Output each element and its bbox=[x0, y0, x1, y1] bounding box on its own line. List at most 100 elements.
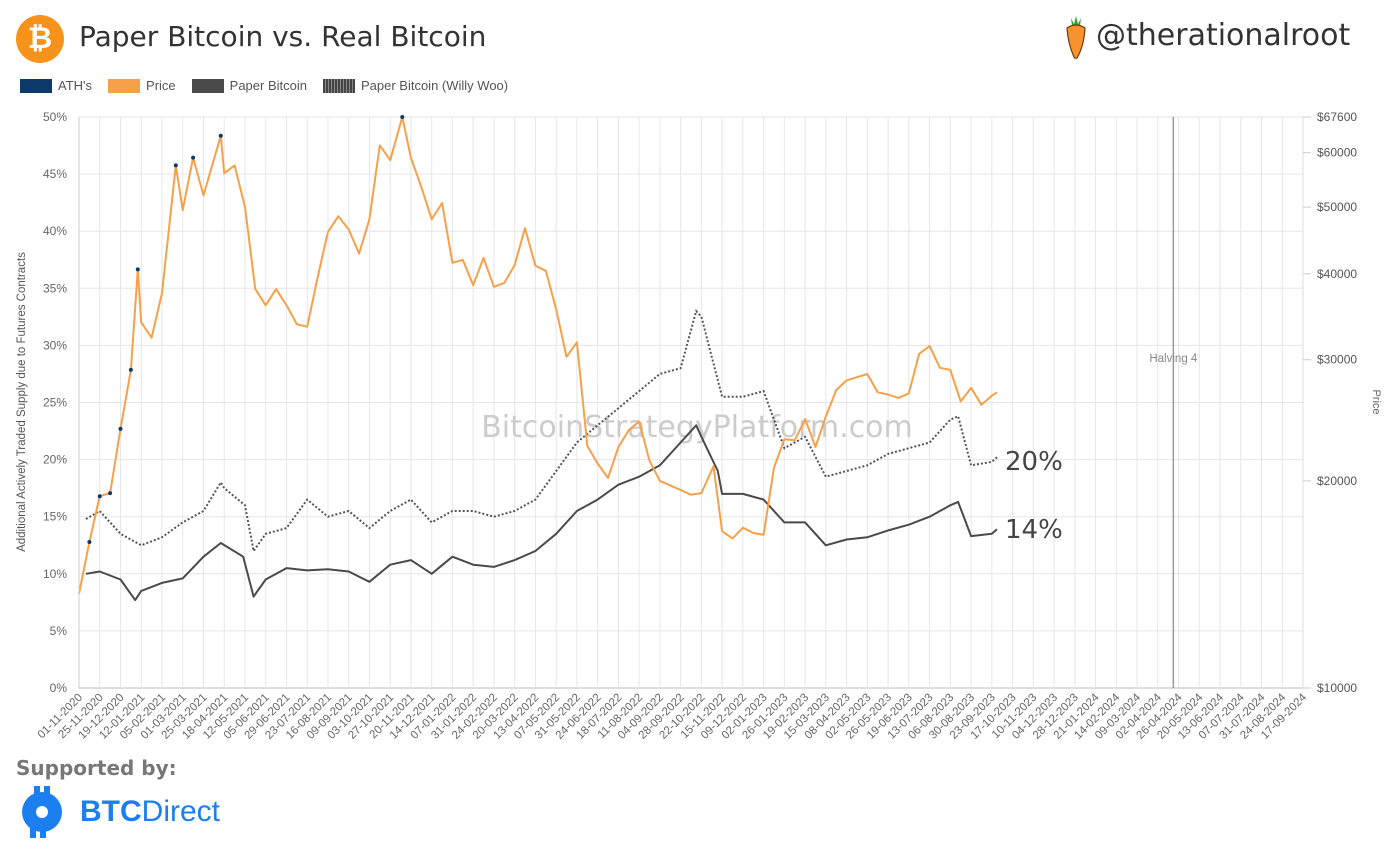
ath-marker bbox=[128, 367, 133, 372]
x-tick-label: 26-04-2024 bbox=[1135, 691, 1186, 742]
legend-item-price[interactable]: Price bbox=[108, 78, 176, 93]
x-tick-label: 04-09-2022 bbox=[616, 692, 666, 742]
y-tick-label: 5% bbox=[50, 624, 68, 638]
x-tick-label: 27-10-2021 bbox=[346, 692, 396, 742]
series-group bbox=[78, 115, 998, 602]
x-tick-label: 17-10-2023 bbox=[969, 692, 1019, 742]
y2-tick-label: $10000 bbox=[1317, 681, 1357, 695]
series-line-paper-bitcoin bbox=[85, 424, 998, 602]
legend-swatch bbox=[322, 78, 355, 93]
legend-label: Paper Bitcoin bbox=[229, 78, 307, 93]
annotation-woo-value: 20% bbox=[1005, 447, 1063, 477]
x-tick-label: 10-11-2023 bbox=[990, 692, 1039, 741]
y2-tick-label: $60000 bbox=[1317, 146, 1357, 160]
y2-tick-label: $40000 bbox=[1317, 267, 1357, 281]
annotation-paper-value: 14% bbox=[1005, 515, 1063, 545]
series-line-price bbox=[78, 116, 998, 595]
sponsor-name: Direct bbox=[141, 795, 220, 828]
ath-marker bbox=[191, 155, 196, 160]
grid bbox=[78, 116, 1304, 689]
sponsor-logo: BTCDirect bbox=[20, 786, 220, 838]
y2-tick-label: $67600 bbox=[1317, 110, 1357, 124]
x-tick-label: 23-09-2023 bbox=[948, 692, 998, 742]
x-tick-label: 31-01-2022 bbox=[429, 692, 479, 742]
y-tick-label: 35% bbox=[43, 281, 67, 295]
y-tick-label: 45% bbox=[43, 167, 67, 181]
bitcoin-logo-icon: ₿ bbox=[16, 15, 64, 63]
x-tick-label: 29-06-2021 bbox=[242, 692, 292, 742]
x-tick-label: 22-10-2022 bbox=[657, 692, 707, 742]
x-tick-label: 15-03-2023 bbox=[782, 692, 832, 742]
legend-item-paper-bitcoin[interactable]: Paper Bitcoin bbox=[191, 78, 307, 93]
x-tick-label: 20-11-2021 bbox=[368, 692, 417, 741]
x-tick-label: 20-05-2024 bbox=[1155, 691, 1206, 742]
ath-marker bbox=[97, 494, 102, 499]
x-tick-label: 15-11-2022 bbox=[679, 692, 728, 741]
x-tick-label: 21-01-2024 bbox=[1052, 691, 1103, 742]
x-tick-label: 26-01-2023 bbox=[740, 692, 790, 742]
x-tick-label: 18-04-2021 bbox=[180, 692, 230, 742]
x-tick-label: 12-01-2021 bbox=[97, 692, 147, 742]
legend-item-ath[interactable]: ATH's bbox=[20, 78, 92, 93]
x-tick-label: 20-03-2022 bbox=[471, 692, 521, 742]
x-tick-label: 02-04-2024 bbox=[1114, 691, 1165, 742]
x-tick-label: 14-02-2024 bbox=[1072, 691, 1123, 742]
x-tick-label: 24-08-2024 bbox=[1238, 691, 1289, 742]
legend-swatch bbox=[20, 78, 52, 93]
axes: 0% 5% 10% 15% 20% 25% 30% 35% 40% 45% 50% 01-11-202… bbox=[36, 110, 1358, 742]
x-tick-label: 07-01-2022 bbox=[408, 692, 458, 742]
x-tick-label: 19-02-2023 bbox=[761, 692, 811, 742]
y2-tick-label: $50000 bbox=[1317, 200, 1357, 214]
x-tick-label: 06-08-2023 bbox=[906, 692, 956, 742]
author-handle: @therationalroot bbox=[1096, 18, 1351, 53]
x-tick-label: 09-09-2021 bbox=[305, 692, 355, 742]
x-tick-label: 23-07-2021 bbox=[263, 692, 313, 742]
x-tick-label: 09-03-2024 bbox=[1093, 691, 1144, 742]
chart-legend: ATH's Price Paper Bitcoin Paper Bitcoin … bbox=[20, 78, 514, 93]
y-tick-label: 50% bbox=[43, 110, 67, 124]
halving-label: Halving 4 bbox=[1149, 353, 1198, 365]
series-line-paper-bitcoin-willy-woo bbox=[85, 309, 998, 554]
x-tick-label: 02-05-2023 bbox=[823, 692, 873, 742]
ath-marker bbox=[135, 267, 140, 272]
x-tick-label: 01-11-2020 bbox=[36, 692, 85, 741]
legend-swatch bbox=[191, 78, 224, 93]
ath-marker bbox=[108, 491, 113, 496]
legend-item-paper-bitcoin-willy-woo[interactable]: Paper Bitcoin (Willy Woo) bbox=[322, 78, 508, 93]
x-tick-label: 26-05-2023 bbox=[844, 692, 894, 742]
y2-tick-label: $30000 bbox=[1317, 353, 1357, 367]
legend-label: ATH's bbox=[58, 78, 93, 93]
ath-marker bbox=[118, 426, 123, 431]
legend-swatch bbox=[108, 78, 141, 93]
x-tick-label: 25-03-2021 bbox=[160, 692, 210, 742]
ath-marker bbox=[173, 163, 178, 168]
y-tick-label: 15% bbox=[43, 510, 67, 524]
x-tick-label: 03-10-2021 bbox=[325, 692, 375, 742]
x-tick-label: 19-12-2020 bbox=[77, 692, 127, 742]
y-tick-label: 40% bbox=[43, 224, 67, 238]
x-tick-label: 07-05-2022 bbox=[512, 692, 562, 742]
x-tick-label: 05-06-2021 bbox=[222, 692, 272, 742]
watermark: BitcoinStrategyPlatform.com bbox=[481, 410, 913, 445]
ath-marker bbox=[400, 115, 405, 119]
x-tick-label: 24-02-2022 bbox=[450, 692, 500, 742]
btc-direct-icon bbox=[22, 786, 62, 838]
y-tick-label: 10% bbox=[43, 567, 67, 581]
supported-by-label: Supported by: bbox=[16, 756, 177, 780]
y-tick-label: 0% bbox=[50, 681, 68, 695]
x-tick-label: 02-01-2023 bbox=[720, 692, 770, 742]
y-axis-label: Additional Actively Traded Supply due to… bbox=[16, 252, 28, 552]
x-tick-label: 28-09-2022 bbox=[637, 692, 687, 742]
x-tick-label: 14-12-2021 bbox=[388, 692, 438, 742]
x-tick-label: 04-12-2023 bbox=[1010, 692, 1060, 742]
x-tick-label: 25-11-2020 bbox=[56, 692, 105, 741]
x-tick-label: 11-08-2022 bbox=[596, 692, 645, 741]
sponsor-name-bold: BTC bbox=[80, 795, 142, 828]
y-tick-label: 30% bbox=[43, 338, 67, 352]
x-tick-label: 18-07-2022 bbox=[574, 692, 624, 742]
x-tick-label: 05-02-2021 bbox=[118, 692, 168, 742]
ath-marker bbox=[218, 133, 223, 138]
page-title: Paper Bitcoin vs. Real Bitcoin bbox=[79, 20, 487, 53]
y-tick-label: 20% bbox=[43, 453, 67, 467]
